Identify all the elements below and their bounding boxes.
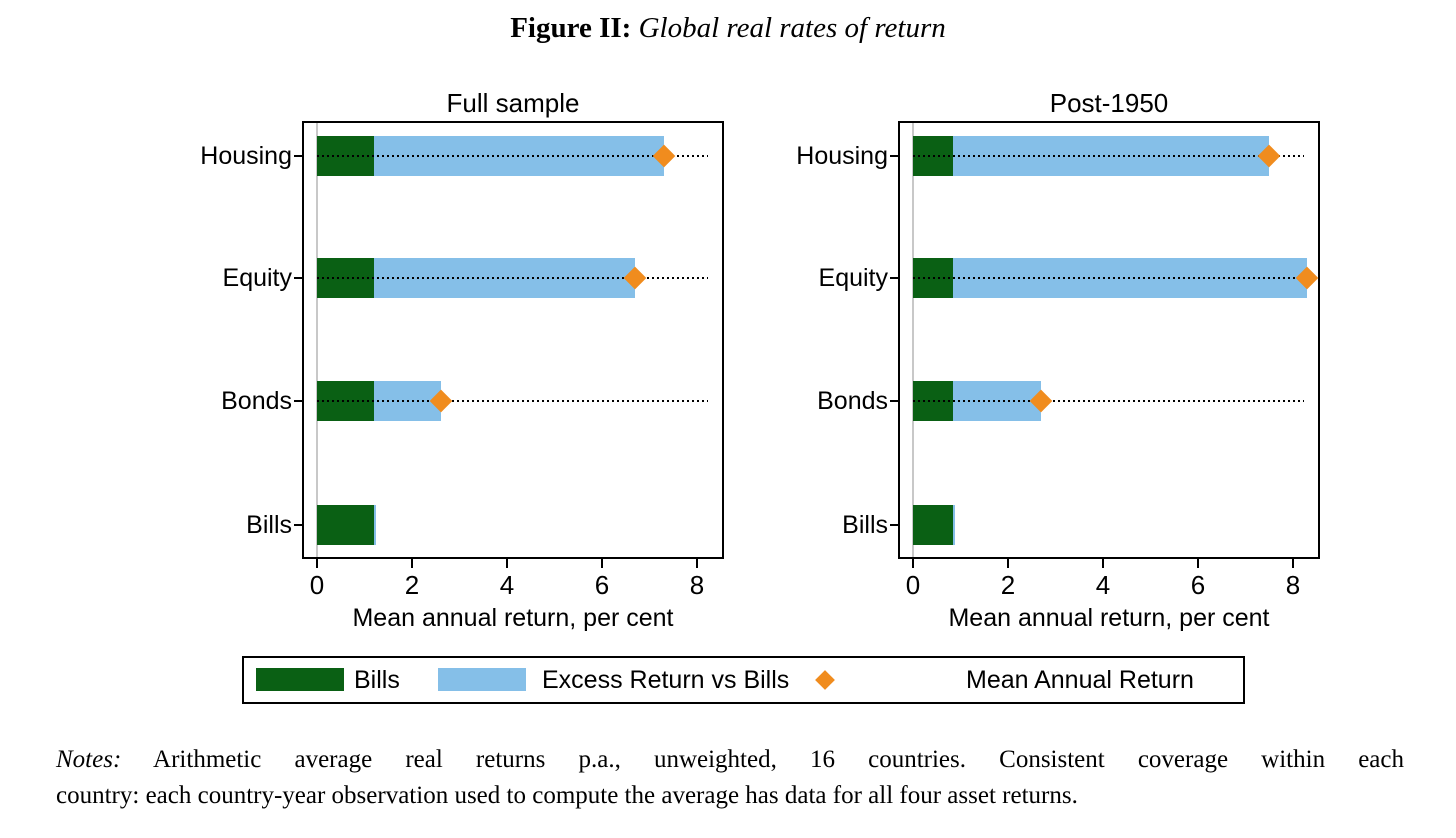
y-tick (890, 155, 898, 157)
dotted-guide-bonds (913, 400, 1304, 402)
notes-line-2: country: each country-year observation u… (56, 782, 1078, 809)
ylabel-bills: Bills (842, 511, 888, 539)
x-tick-label: 0 (309, 570, 325, 600)
x-tick (696, 559, 698, 568)
bar-excess-bills (953, 505, 956, 545)
notes-line-1: Notes: Arithmetic average real returns p… (56, 742, 1404, 778)
ylabel-bills: Bills (246, 511, 292, 539)
y-tick (890, 277, 898, 279)
x-tick (601, 559, 603, 568)
figure-title-label: Figure II: (510, 12, 632, 44)
legend-swatch-bills (256, 668, 344, 691)
x-tick (411, 559, 413, 568)
chart-full-sample: Full sample Housing Equity Bonds Bills 0… (150, 88, 750, 648)
dotted-guide-equity (317, 277, 708, 279)
bar-bills-bills (317, 505, 374, 545)
ylabel-equity: Equity (818, 264, 888, 292)
figure-title: Figure II: Global real rates of return (0, 12, 1456, 45)
zero-reference-line (316, 123, 318, 557)
dotted-guide-housing (317, 155, 708, 157)
x-tick-label: 6 (594, 570, 610, 600)
ylabel-housing: Housing (796, 142, 888, 170)
x-tick-label: 8 (689, 570, 705, 600)
y-tick (294, 400, 302, 402)
x-tick (912, 559, 914, 568)
plot-area (898, 121, 1320, 559)
legend-label-bills: Bills (354, 666, 400, 694)
y-tick (294, 277, 302, 279)
x-tick-label: 2 (1000, 570, 1016, 600)
legend-label-excess-return: Excess Return vs Bills (542, 666, 790, 694)
figure-title-text: Global real rates of return (638, 12, 946, 44)
plot-area (302, 121, 724, 559)
notes-line-1-text: Arithmetic average real returns p.a., un… (153, 746, 1404, 773)
x-tick (316, 559, 318, 568)
x-axis-title: Mean annual return, per cent (352, 604, 674, 632)
dotted-guide-housing (913, 155, 1304, 157)
x-tick (1197, 559, 1199, 568)
ylabel-equity: Equity (222, 264, 292, 292)
ylabel-housing: Housing (200, 142, 292, 170)
x-tick (1102, 559, 1104, 568)
legend-diamond-icon (815, 670, 835, 690)
chart-post-1950: Post-1950 Housing Equity Bonds Bills 0 2… (746, 88, 1346, 648)
legend-label-mean-annual-return: Mean Annual Return (966, 666, 1194, 694)
x-tick-label: 4 (499, 570, 515, 600)
x-tick (1292, 559, 1294, 568)
chart-subtitle: Post-1950 (1049, 88, 1169, 118)
x-tick-label: 8 (1285, 570, 1301, 600)
dotted-guide-equity (913, 277, 1304, 279)
x-tick (1007, 559, 1009, 568)
chart-subtitle: Full sample (446, 88, 580, 118)
x-axis-title: Mean annual return, per cent (948, 604, 1270, 632)
x-tick-label: 4 (1095, 570, 1111, 600)
notes-label: Notes: (56, 746, 122, 773)
bar-excess-bills (374, 505, 376, 545)
figure-notes: Notes: Arithmetic average real returns p… (56, 742, 1404, 814)
x-tick (506, 559, 508, 568)
x-tick-label: 0 (905, 570, 921, 600)
x-tick-label: 2 (404, 570, 420, 600)
zero-reference-line (912, 123, 914, 557)
ylabel-bonds: Bonds (817, 387, 888, 415)
y-tick (294, 155, 302, 157)
legend-swatch-excess-return (438, 668, 526, 691)
x-tick-label: 6 (1190, 570, 1206, 600)
ylabel-bonds: Bonds (221, 387, 292, 415)
y-tick (890, 400, 898, 402)
dotted-guide-bonds (317, 400, 708, 402)
y-tick (890, 524, 898, 526)
legend: Bills Excess Return vs Bills Mean Annual… (242, 656, 1245, 704)
y-tick (294, 524, 302, 526)
bar-bills-bills (913, 505, 954, 545)
